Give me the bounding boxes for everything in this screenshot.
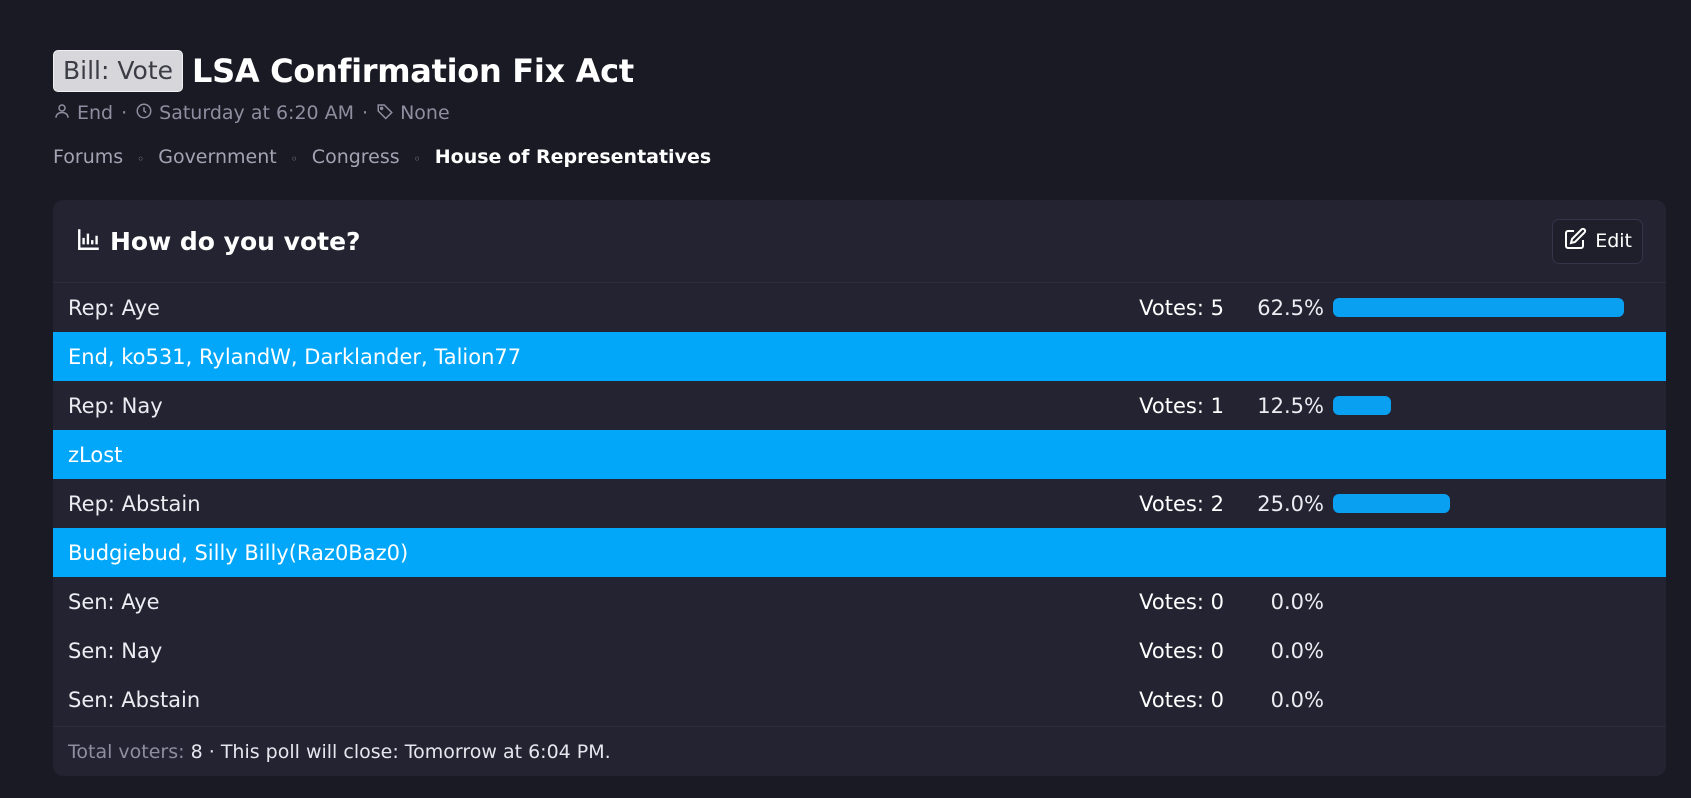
tag-icon — [376, 102, 394, 125]
thread-date[interactable]: Saturday at 6:20 AM — [159, 102, 355, 124]
votes-count: 0 — [1210, 589, 1224, 614]
poll-option-row: Sen: Aye Votes: 0 0.0% — [53, 577, 1666, 626]
clock-icon — [135, 102, 153, 125]
breadcrumb: Forums ◦ Government ◦ Congress ◦ House o… — [53, 142, 1651, 172]
votes-label: Votes: — [1139, 589, 1204, 614]
votes-count: 1 — [1210, 393, 1224, 418]
breadcrumb-item-forums[interactable]: Forums — [53, 146, 124, 168]
breadcrumb-item-house[interactable]: House of Representatives — [434, 146, 712, 168]
poll-option-voters: zLost — [53, 430, 1666, 479]
poll-option-label: Sen: Aye — [68, 589, 160, 614]
total-voters-label: Total voters: — [68, 740, 185, 763]
poll-option-label: Sen: Nay — [68, 638, 163, 663]
poll-option-percent: 12.5% — [1257, 393, 1324, 418]
poll-option-percent: 0.0% — [1270, 687, 1324, 712]
votes-count: 2 — [1210, 491, 1224, 516]
user-icon — [53, 102, 71, 125]
poll-option-row: Rep: Aye Votes: 5 62.5% — [53, 283, 1666, 332]
total-voters-count: 8 — [190, 740, 203, 763]
poll-option-percent: 0.0% — [1270, 638, 1324, 663]
poll-option-bar — [1333, 298, 1651, 317]
votes-label: Votes: — [1139, 638, 1204, 663]
poll-option-bar — [1333, 396, 1651, 415]
thread-prefix-badge[interactable]: Bill: Vote — [53, 50, 183, 92]
poll-header: How do you vote? Edit — [53, 200, 1666, 283]
poll-option-bar-fill — [1333, 298, 1625, 317]
poll-option-bar — [1333, 641, 1651, 660]
poll-option-votes: Votes: 2 — [1094, 492, 1224, 516]
meta-separator: · — [121, 102, 128, 124]
poll-option-percent: 25.0% — [1257, 491, 1324, 516]
poll-option-label: Rep: Aye — [68, 295, 160, 320]
poll-option-row: Rep: Abstain Votes: 2 25.0% — [53, 479, 1666, 528]
thread-title: LSA Confirmation Fix Act — [192, 52, 634, 90]
poll-option-row: Sen: Abstain Votes: 0 0.0% — [53, 675, 1666, 724]
thread-header: Bill: Vote LSA Confirmation Fix Act End … — [53, 48, 1651, 172]
poll-option-label: Rep: Abstain — [68, 491, 201, 516]
poll-option-votes: Votes: 0 — [1094, 688, 1224, 712]
thread-author[interactable]: End — [77, 102, 114, 124]
breadcrumb-item-congress[interactable]: Congress — [311, 146, 400, 168]
thread-tags: None — [400, 102, 450, 124]
votes-label: Votes: — [1139, 393, 1204, 418]
poll-option-bar-fill — [1333, 494, 1450, 513]
poll-option-bar — [1333, 690, 1651, 709]
breadcrumb-separator: ◦ — [290, 152, 298, 166]
poll-block: How do you vote? Edit Rep: Aye Votes: 5 … — [53, 200, 1666, 776]
votes-label: Votes: — [1139, 295, 1204, 320]
title-row: Bill: Vote LSA Confirmation Fix Act — [53, 48, 1651, 94]
poll-option-voters: End, ko531, RylandW, Darklander, Talion7… — [53, 332, 1666, 381]
poll-option-voters: Budgiebud, Silly Billy(Raz0Baz0) — [53, 528, 1666, 577]
votes-count: 5 — [1210, 295, 1224, 320]
poll-option-votes: Votes: 0 — [1094, 639, 1224, 663]
poll-option-percent: 0.0% — [1270, 589, 1324, 614]
bar-chart-icon — [76, 226, 102, 256]
poll-option-percent: 62.5% — [1257, 295, 1324, 320]
votes-label: Votes: — [1139, 687, 1204, 712]
edit-label: Edit — [1595, 230, 1632, 252]
poll-question: How do you vote? — [110, 226, 361, 256]
edit-icon — [1563, 227, 1587, 256]
poll-option-bar — [1333, 592, 1651, 611]
thread-meta: End · Saturday at 6:20 AM · None — [53, 100, 1651, 126]
poll-option-row: Sen: Nay Votes: 0 0.0% — [53, 626, 1666, 675]
edit-poll-button[interactable]: Edit — [1552, 218, 1643, 264]
votes-count: 0 — [1210, 687, 1224, 712]
poll-option-row: Rep: Nay Votes: 1 12.5% — [53, 381, 1666, 430]
votes-label: Votes: — [1139, 491, 1204, 516]
poll-option-bar-fill — [1333, 396, 1392, 415]
breadcrumb-separator: ◦ — [137, 152, 145, 166]
poll-option-votes: Votes: 0 — [1094, 590, 1224, 614]
poll-option-votes: Votes: 1 — [1094, 394, 1224, 418]
poll-close-text: · This poll will close: Tomorrow at 6:04… — [208, 740, 611, 763]
breadcrumb-item-government[interactable]: Government — [158, 146, 277, 168]
poll-option-label: Sen: Abstain — [68, 687, 201, 712]
poll-footer: Total voters: 8 · This poll will close: … — [53, 726, 1666, 776]
poll-option-label: Rep: Nay — [68, 393, 163, 418]
breadcrumb-separator: ◦ — [413, 152, 421, 166]
poll-option-votes: Votes: 5 — [1094, 296, 1224, 320]
poll-option-bar — [1333, 494, 1651, 513]
meta-separator: · — [362, 102, 369, 124]
votes-count: 0 — [1210, 638, 1224, 663]
